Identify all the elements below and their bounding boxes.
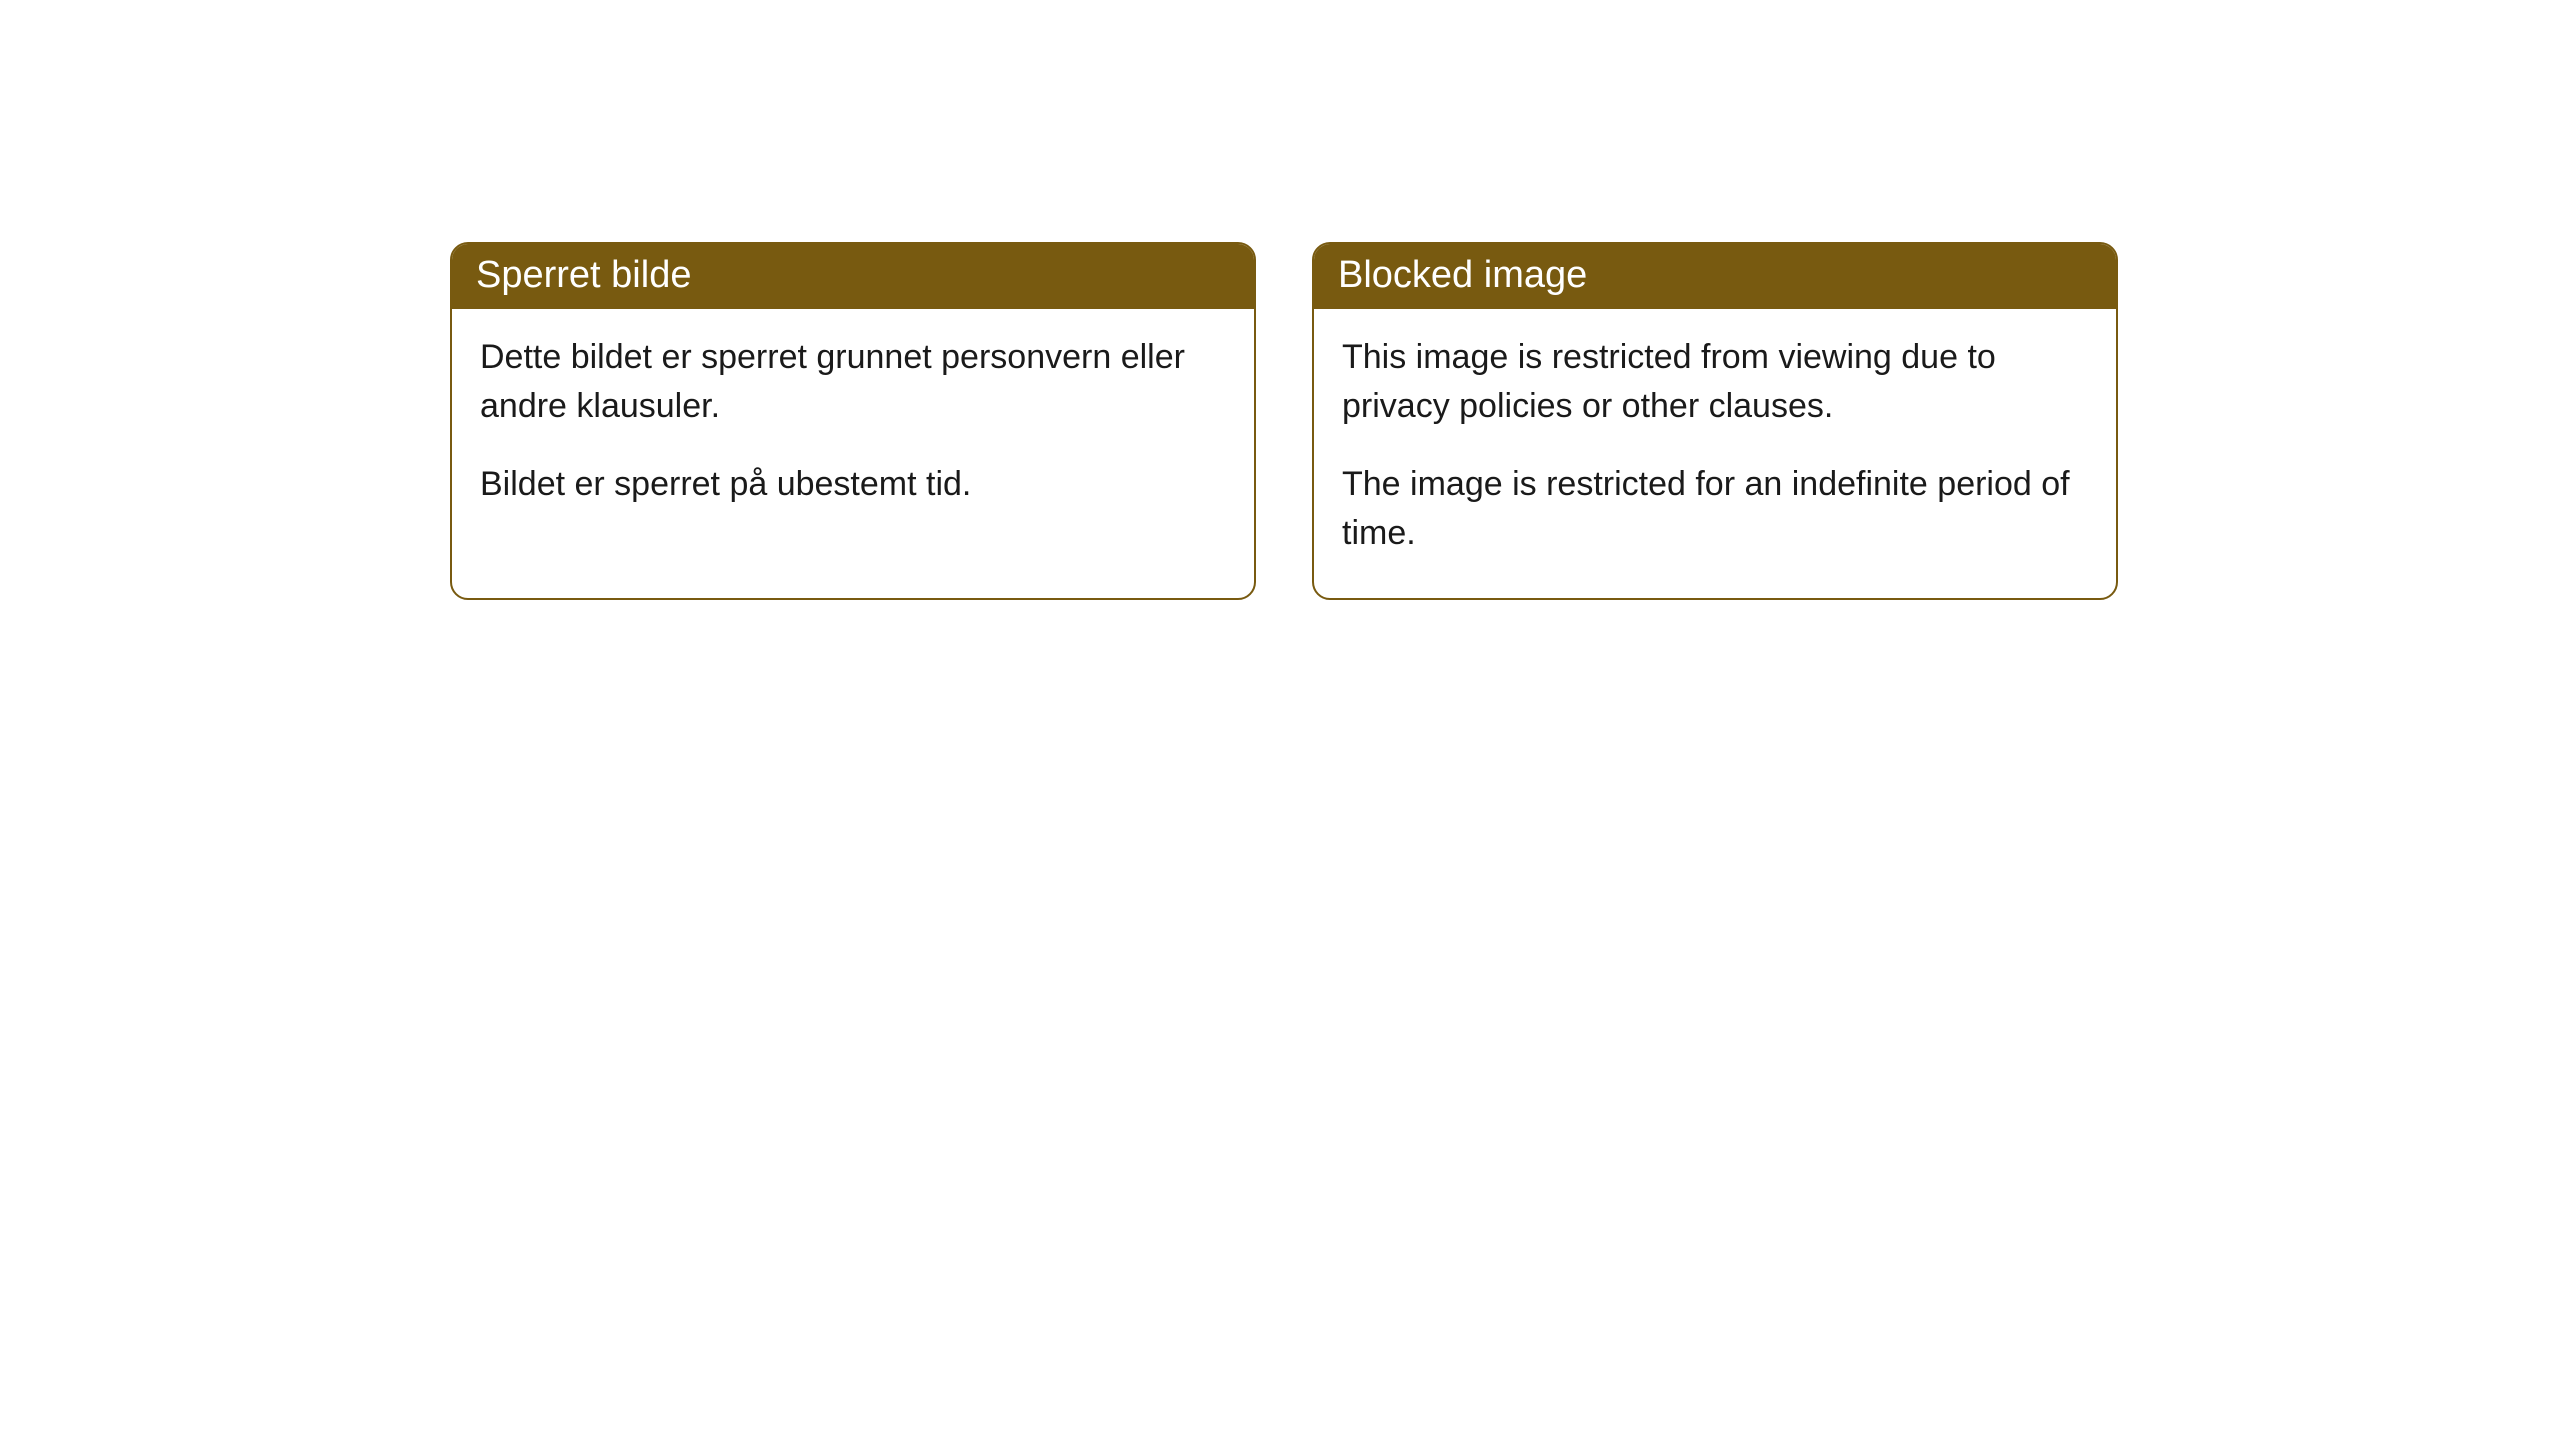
card-header: Sperret bilde	[452, 244, 1254, 309]
card-paragraph: The image is restricted for an indefinit…	[1342, 460, 2088, 559]
card-body: Dette bildet er sperret grunnet personve…	[452, 309, 1254, 549]
notice-card-english: Blocked image This image is restricted f…	[1312, 242, 2118, 600]
card-body: This image is restricted from viewing du…	[1314, 309, 2116, 598]
card-paragraph: Dette bildet er sperret grunnet personve…	[480, 333, 1226, 432]
notice-card-norwegian: Sperret bilde Dette bildet er sperret gr…	[450, 242, 1256, 600]
card-header: Blocked image	[1314, 244, 2116, 309]
notice-cards-container: Sperret bilde Dette bildet er sperret gr…	[450, 242, 2118, 600]
card-paragraph: Bildet er sperret på ubestemt tid.	[480, 460, 1226, 509]
card-paragraph: This image is restricted from viewing du…	[1342, 333, 2088, 432]
